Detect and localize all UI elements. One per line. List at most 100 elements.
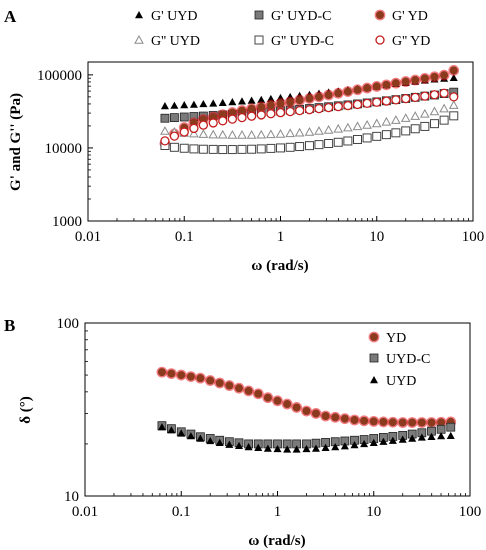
panel-b-ticks — [84, 322, 471, 497]
x-tick-label: 0.01 — [75, 229, 101, 245]
data-point-yd — [358, 415, 370, 427]
legend-item-uyd: UYD — [370, 374, 416, 389]
data-point-g-prime-uyd — [199, 99, 208, 108]
x-tick-label: 100 — [462, 229, 485, 245]
legend-label-g-prime-uyd: G' UYD — [151, 9, 197, 24]
panel-a-x-axis-label: ω (rad/s) — [251, 258, 308, 274]
data-point-yd — [272, 395, 283, 407]
data-point-yd — [320, 410, 331, 422]
data-point-g-double-prime-yd — [429, 90, 440, 100]
data-point-g-double-prime-uyd-c — [391, 128, 401, 138]
data-point-g-double-prime-uyd — [343, 122, 353, 132]
panel-a-tick-labels: 0.01 0.1 1 10 100 1000 10000 100000 — [37, 68, 484, 245]
data-point-g-double-prime-uyd-c — [372, 131, 382, 141]
data-point-g-double-prime-yd — [237, 112, 247, 123]
legend-marker-g-double-prime-uyd-c — [254, 35, 264, 45]
data-point-g-prime-yd — [429, 71, 440, 83]
data-point-yd — [397, 417, 409, 428]
data-point-g-double-prime-uyd-c — [218, 145, 228, 155]
data-point-g-prime-yd — [246, 103, 258, 115]
data-point-g-double-prime-yd — [285, 106, 295, 117]
series-g-double-prime-yd — [160, 88, 459, 146]
data-point-g-double-prime-uyd-c — [353, 134, 363, 144]
data-point-uyd — [244, 442, 253, 451]
data-point-uyd-c — [446, 422, 456, 432]
data-point-yd — [175, 369, 187, 381]
data-point-yd — [416, 417, 428, 428]
data-point-uyd — [292, 445, 301, 453]
data-point-g-double-prime-uyd-c — [208, 144, 218, 154]
data-point-uyd — [350, 441, 359, 449]
data-point-g-double-prime-yd — [449, 92, 459, 102]
data-point-g-double-prime-uyd-c — [429, 119, 439, 129]
data-point-g-prime-yd — [409, 74, 421, 86]
legend-marker-g-prime-yd — [374, 9, 386, 21]
panel-b-data-points — [156, 366, 457, 453]
data-point-uyd — [283, 445, 292, 453]
data-point-yd — [406, 417, 418, 428]
x-tick-label: 0.1 — [175, 229, 194, 245]
data-point-g-double-prime-yd — [198, 120, 209, 130]
data-point-uyd — [157, 423, 166, 431]
data-point-g-double-prime-uyd — [208, 129, 219, 139]
y-tick-label: 10000 — [45, 141, 83, 157]
data-point-g-double-prime-uyd-c — [333, 137, 343, 147]
data-point-g-prime-uyd — [160, 101, 169, 110]
data-point-uyd — [186, 432, 195, 440]
x-tick-label: 100 — [459, 504, 482, 520]
data-point-g-double-prime-yd — [275, 108, 286, 118]
legend-label-g-double-prime-uyd-c: G'' UYD-C — [271, 34, 334, 49]
data-point-g-double-prime-yd — [208, 118, 218, 128]
data-point-yd — [291, 402, 303, 413]
data-point-g-double-prime-yd — [304, 105, 315, 115]
data-point-g-prime-uyd — [189, 100, 198, 108]
legend-label-g-prime-yd: G' YD — [392, 9, 428, 24]
data-point-uyd — [177, 429, 186, 437]
data-point-g-double-prime-yd — [343, 100, 353, 111]
data-point-g-prime-yd — [236, 105, 248, 116]
data-point-g-prime-uyd — [228, 98, 237, 106]
data-point-uyd — [446, 431, 455, 439]
data-point-g-prime-uyd — [209, 99, 218, 107]
data-point-g-double-prime-uyd-c — [420, 121, 430, 131]
data-point-g-double-prime-uyd — [246, 130, 257, 139]
data-point-g-prime-yd — [361, 82, 373, 94]
x-tick-label: 10 — [369, 229, 384, 245]
y-tick-label: 10 — [64, 489, 79, 505]
data-point-g-prime-yd — [352, 84, 363, 96]
data-point-g-double-prime-uyd-c — [227, 145, 237, 155]
legend-label-g-prime-uyd-c: G' UYD-C — [271, 9, 331, 24]
data-point-g-double-prime-uyd-c — [381, 130, 391, 140]
data-point-uyd — [273, 444, 282, 453]
data-point-g-double-prime-yd — [314, 103, 324, 114]
panel-a-ticks — [87, 74, 474, 222]
panel-b-plot-area — [84, 322, 471, 497]
legend-label-g-double-prime-yd: G'' YD — [392, 34, 430, 49]
data-point-g-double-prime-uyd-c — [179, 143, 189, 153]
data-point-g-prime-yd — [419, 72, 431, 84]
legend-item-g-prime-yd: G' YD — [374, 9, 428, 24]
data-point-yd — [156, 366, 168, 378]
data-point-g-double-prime-uyd-c — [343, 136, 353, 146]
panel-a-legend: G' UYD G' UYD-C G' YD G'' UYD G'' UYD-C G'' Y… — [134, 9, 430, 49]
data-point-g-double-prime-uyd — [294, 127, 305, 137]
data-point-g-double-prime-yd — [218, 116, 228, 126]
data-point-g-double-prime-uyd-c — [324, 138, 334, 148]
data-point-uyd — [360, 439, 369, 448]
data-point-g-double-prime-yd — [169, 131, 180, 141]
data-point-g-double-prime-yd — [189, 123, 199, 134]
data-point-g-double-prime-uyd-c — [189, 144, 199, 154]
data-point-g-prime-yd — [313, 91, 325, 103]
panel-a-plot-area — [87, 61, 474, 222]
data-point-g-prime-uyd — [180, 100, 189, 109]
data-point-g-double-prime-uyd — [227, 130, 238, 139]
x-tick-label: 1 — [274, 504, 282, 520]
legend-marker-uyd — [370, 376, 378, 384]
data-point-g-double-prime-uyd — [217, 129, 228, 139]
y-tick-label: 100000 — [37, 68, 82, 84]
data-point-yd — [281, 398, 293, 410]
data-point-uyd — [215, 438, 224, 447]
data-point-g-prime-yd — [371, 81, 383, 92]
data-point-g-double-prime-uyd — [362, 119, 372, 129]
